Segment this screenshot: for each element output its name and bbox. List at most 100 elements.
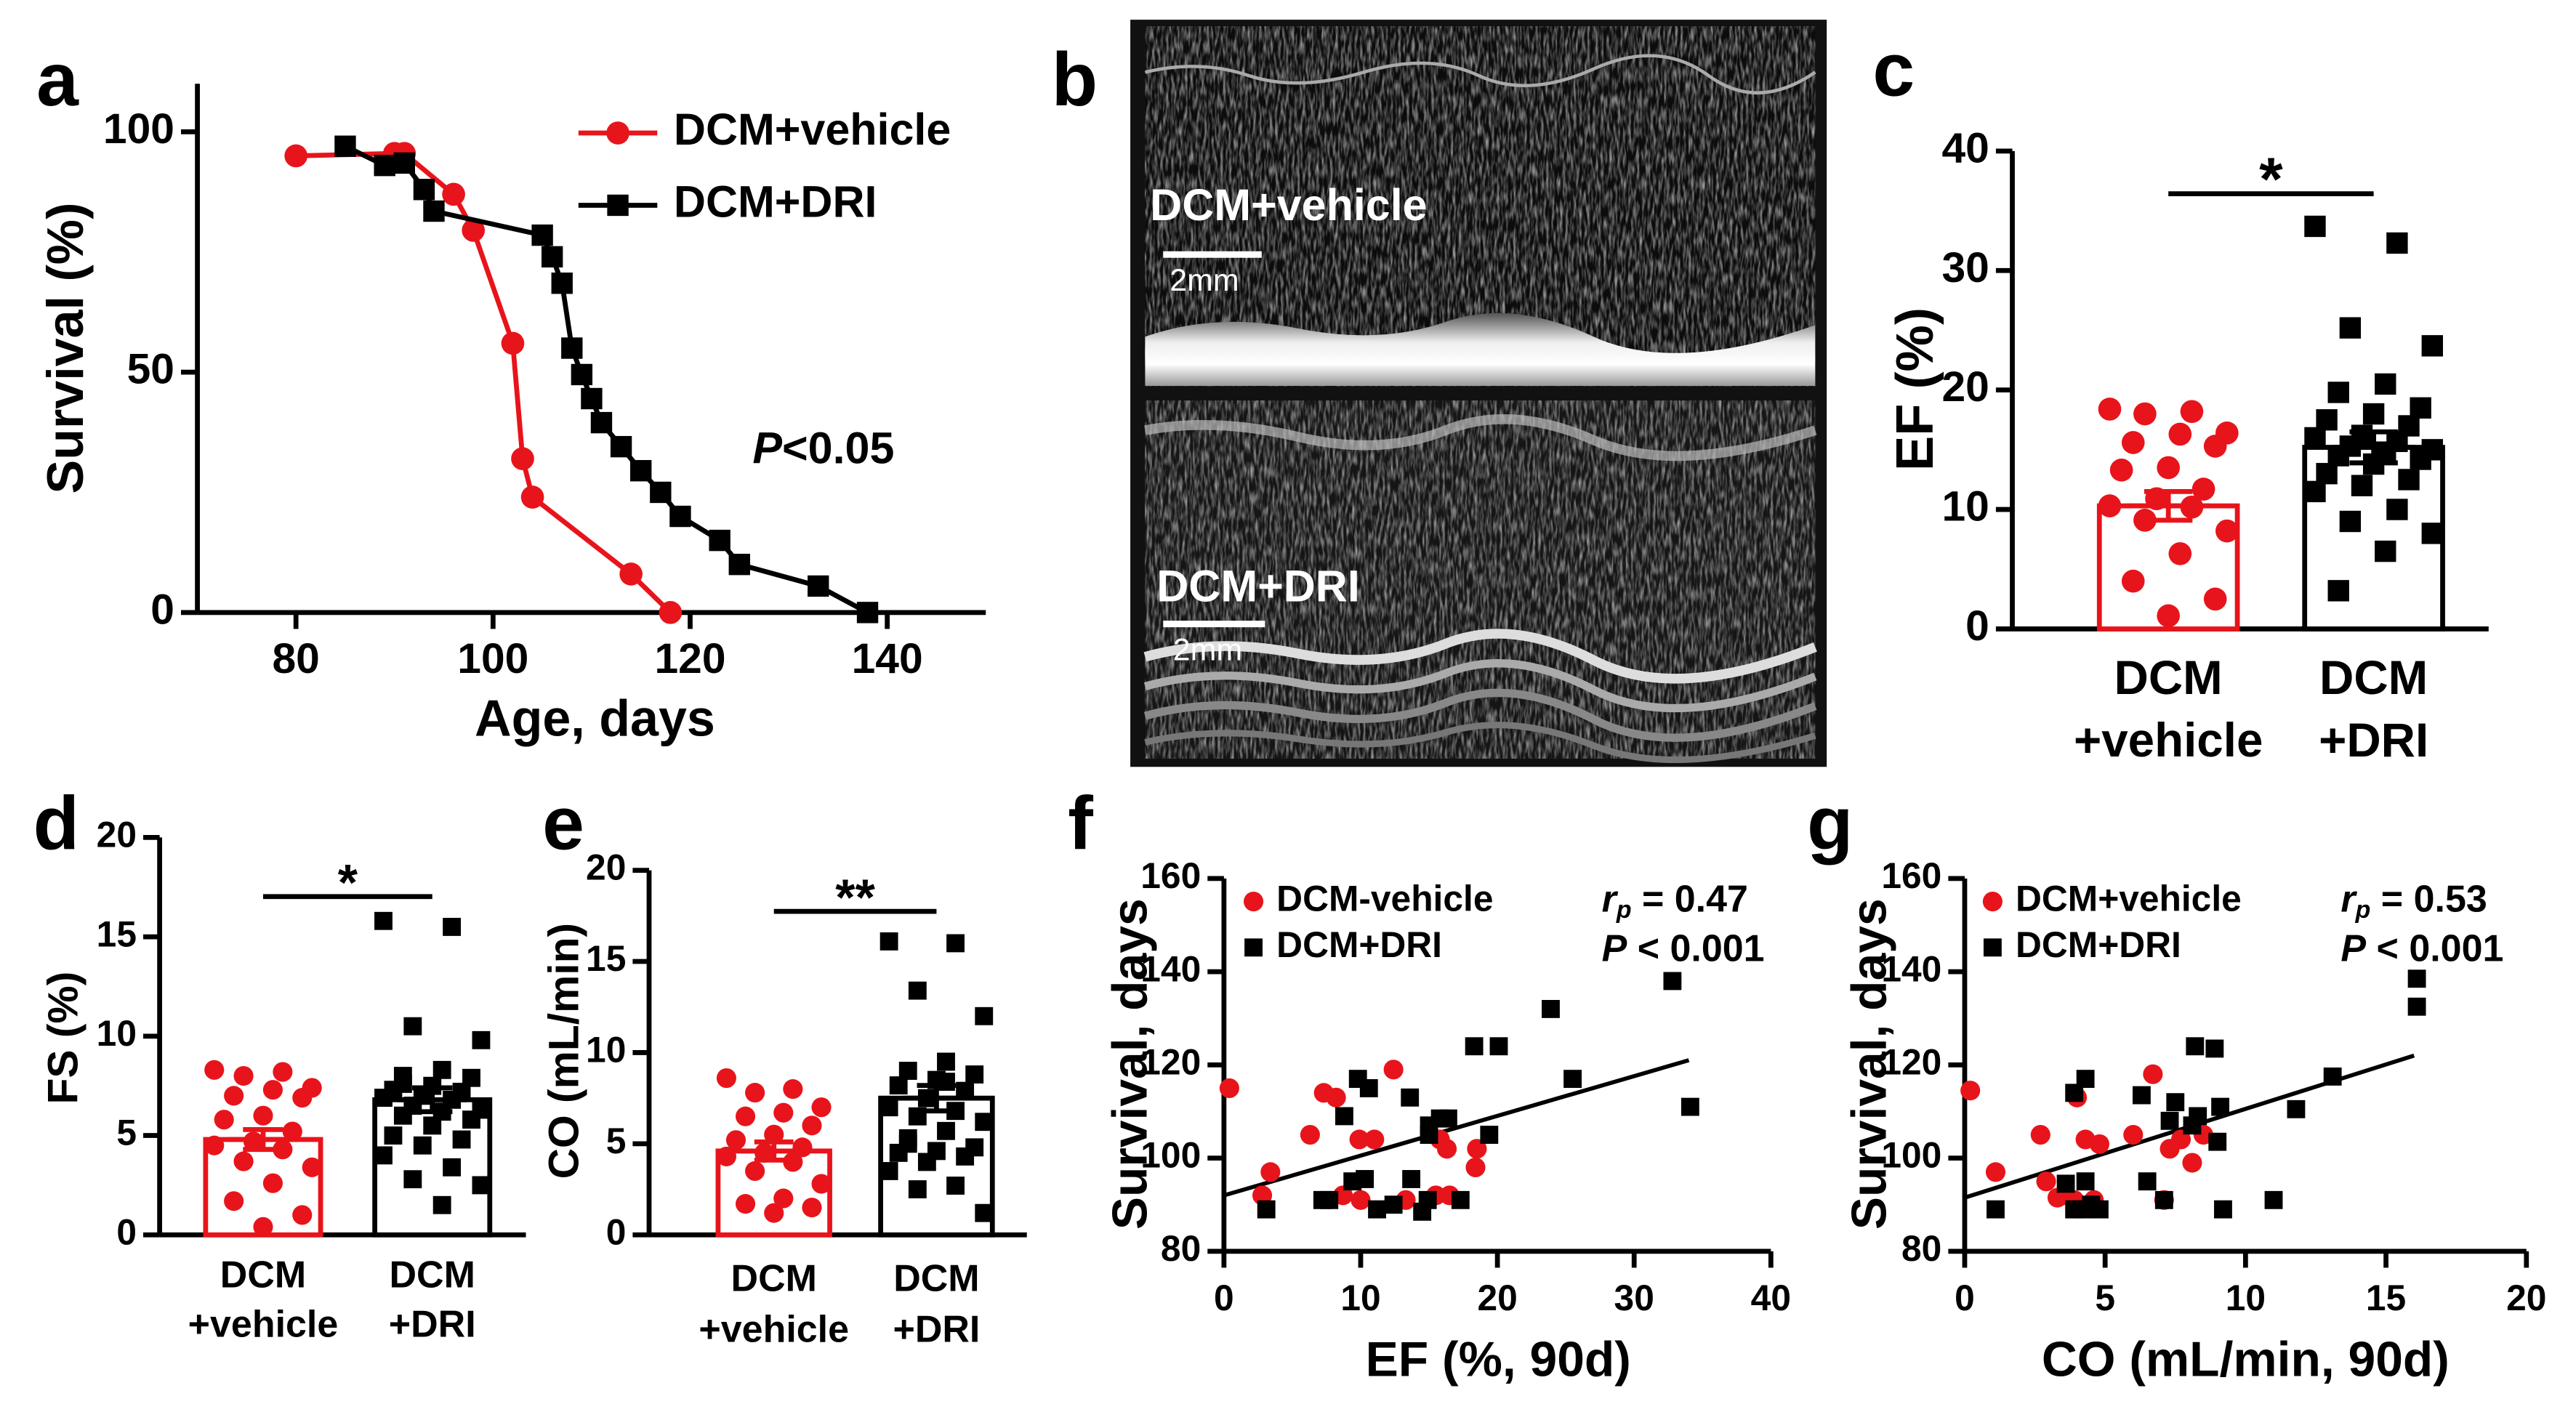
stat-part: = 0.53	[2370, 878, 2487, 920]
data-point	[204, 1060, 225, 1080]
data-point	[1401, 1088, 1420, 1107]
data-point	[2264, 1190, 2283, 1209]
data-point	[773, 1188, 794, 1209]
data-point	[2386, 232, 2408, 254]
data-point	[561, 337, 583, 359]
data-point	[2211, 1097, 2230, 1116]
legend-label: DCM+vehicle	[674, 105, 951, 154]
y-tick-label: 140	[1881, 948, 1941, 989]
data-point	[735, 1106, 756, 1126]
x-tick-label: +DRI	[389, 1304, 476, 1346]
data-point	[2123, 1125, 2144, 1145]
data-point	[1219, 1078, 1239, 1098]
y-tick-label: 120	[1140, 1042, 1201, 1083]
echo-band	[1143, 659, 1817, 713]
data-point	[2098, 398, 2122, 421]
y-tick-label: 140	[1140, 948, 1201, 989]
significance-label: *	[2259, 145, 2283, 213]
y-tick-label: 20	[586, 847, 626, 888]
panel-letter: f	[1068, 782, 1093, 866]
data-point	[2036, 1171, 2056, 1192]
data-point	[946, 934, 965, 953]
data-point	[802, 1198, 822, 1218]
data-point	[462, 1110, 480, 1129]
x-tick-label: 20	[1477, 1278, 1517, 1318]
panel-letter: b	[1052, 38, 1098, 122]
data-point	[1351, 1190, 1371, 1210]
data-point	[937, 1073, 955, 1091]
panel-letter: c	[1872, 28, 1915, 112]
data-point	[610, 435, 632, 458]
data-point	[2351, 475, 2373, 496]
stat-part: < 0.001	[1627, 927, 1764, 969]
scale-label: 2mm	[1173, 632, 1242, 667]
y-tick-label: 0	[1965, 602, 1989, 650]
y-tick-label: 10	[1942, 483, 1989, 530]
data-point	[2316, 463, 2338, 485]
data-point	[725, 1130, 746, 1150]
x-tick-label: 0	[1214, 1278, 1234, 1318]
y-tick-label: 100	[103, 105, 174, 153]
x-tick-label: +DRI	[2319, 714, 2428, 767]
data-point	[2168, 422, 2192, 446]
data-point	[880, 932, 898, 951]
data-point	[630, 460, 652, 482]
data-point	[2157, 456, 2180, 480]
data-point	[403, 1170, 422, 1189]
x-tick-label: DCM	[2319, 651, 2428, 704]
panel: a 0 50 100 Survival (%) 80 100 120 140 Age, days D…	[36, 38, 986, 747]
error-bar	[398, 1085, 467, 1115]
data-point	[2421, 523, 2443, 544]
legend-marker	[1982, 891, 2003, 912]
data-point	[273, 1062, 293, 1082]
legend-label: DCM+DRI	[2016, 924, 2181, 965]
data-point	[2375, 540, 2396, 562]
data-point	[413, 179, 435, 201]
data-point	[2407, 969, 2426, 988]
data-point	[1563, 1070, 1582, 1089]
data-point	[2166, 1093, 2185, 1112]
echo-band	[1143, 688, 1817, 742]
data-point	[1260, 1162, 1281, 1182]
data-point	[2323, 1067, 2342, 1086]
data-point	[284, 144, 307, 168]
data-point	[253, 1217, 273, 1237]
data-point	[728, 554, 750, 576]
data-point	[393, 1075, 412, 1093]
data-point	[443, 918, 462, 936]
echo-label: DCM+vehicle	[1150, 180, 1427, 230]
data-point	[2160, 1111, 2179, 1130]
data-point	[956, 1147, 975, 1166]
data-point	[880, 1098, 898, 1117]
data-point	[472, 1176, 491, 1195]
x-tick-label: 5	[2095, 1278, 2115, 1318]
data-point	[501, 331, 525, 355]
data-point	[443, 1158, 462, 1177]
data-point	[709, 529, 730, 552]
data-point	[669, 505, 691, 528]
data-point	[2056, 1174, 2075, 1193]
data-point	[975, 1113, 994, 1131]
data-point	[1489, 1037, 1508, 1056]
echo-band	[1145, 312, 1816, 387]
y-tick-label: 20	[1942, 363, 1989, 411]
data-point	[204, 1135, 225, 1155]
significance-label: **	[835, 869, 875, 926]
data-point	[1663, 972, 1682, 991]
annotation-part: P	[752, 424, 782, 473]
x-tick-label: 30	[1614, 1278, 1654, 1318]
data-point	[393, 1106, 412, 1125]
y-tick-label: 10	[97, 1013, 137, 1054]
data-point	[2304, 215, 2326, 238]
data-point	[802, 1115, 822, 1136]
y-axis-label: Survival, days	[1103, 898, 1157, 1230]
y-axis-label: Survival, days	[1842, 898, 1896, 1230]
legend-marker	[1983, 938, 2002, 957]
annotation: P<0.05	[752, 424, 894, 473]
data-point	[1257, 1200, 1276, 1219]
echo-band	[1143, 629, 1817, 684]
data-point	[2386, 499, 2408, 520]
data-point	[2205, 1039, 2224, 1058]
data-point	[2076, 1070, 2095, 1089]
data-point	[334, 135, 356, 157]
